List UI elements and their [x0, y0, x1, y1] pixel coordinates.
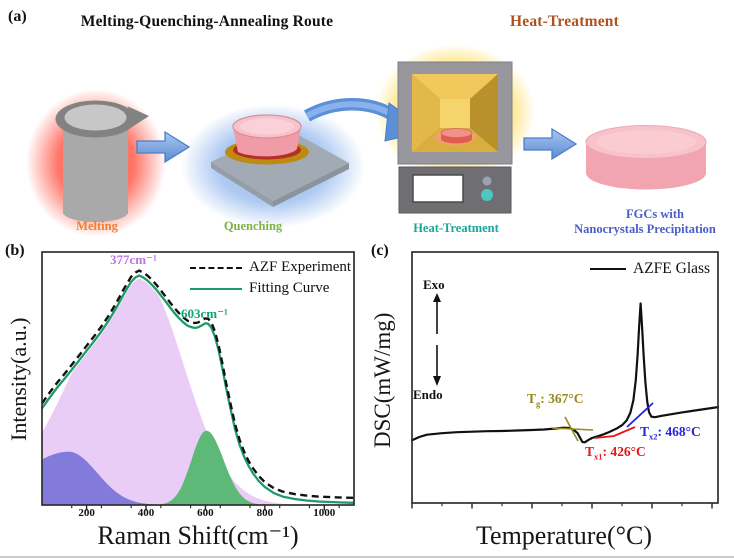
furnace-button-small [482, 176, 492, 186]
x-tick-label: 400 [137, 507, 155, 519]
solid-line-icon [590, 267, 626, 270]
raman-component-band-140 [42, 451, 354, 505]
dashed-line-icon [190, 266, 242, 269]
x-tick-label: 1000 [313, 507, 336, 519]
dsc-curve-line [410, 302, 720, 444]
step-label-fgcs-line2: Nanocrystals Precipitation [574, 222, 716, 236]
raman-legend: AZF Experiment Fitting Curve [190, 259, 352, 302]
arrow-right-icon-2 [523, 127, 578, 161]
experiment-curve-line [41, 269, 355, 499]
panel-b-label: (b) [5, 242, 25, 259]
legend-item-fit: Fitting Curve [190, 280, 351, 296]
step-label-heat-treatment: Heat-Treatment [413, 221, 499, 235]
x-tick-label: 800 [256, 507, 274, 519]
furnace-display [412, 174, 464, 203]
panel-a-label: (a) [8, 8, 27, 25]
raman-component-band-603 [42, 430, 354, 505]
furnace-button-teal [481, 189, 493, 201]
legend-item-azfe: AZFE Glass [590, 259, 711, 277]
legend-label: AZFE Glass [633, 259, 711, 277]
step-label-quenching: Quenching [223, 219, 283, 233]
legend-item-experiment: AZF Experiment [190, 259, 352, 275]
raman-chart [41, 251, 355, 511]
exo-label: Exo [423, 277, 445, 292]
quenched-glass-icon [225, 114, 309, 165]
legend-label: Fitting Curve [249, 280, 330, 296]
step-label-fgcs-line1: FGCs with [626, 207, 684, 221]
bottom-rule [0, 556, 734, 558]
tg-marker-cross [564, 416, 579, 442]
raman-peak-label-603: 603cm⁻¹ [181, 306, 228, 321]
annotation-tg: Tg: 367°C [527, 391, 584, 409]
raman-component-band-377 [42, 278, 354, 505]
endo-arrowhead-icon [433, 376, 441, 386]
raman-x-axis-label: Raman Shift(cm⁻¹) [97, 521, 299, 550]
fitting-curve-line [41, 274, 355, 504]
exo-endo-arrows [433, 293, 441, 386]
tg-marker [551, 427, 594, 431]
dsc-x-tick-labels: 100200300400500600 [367, 506, 734, 520]
raman-peak-label-377: 377cm⁻¹ [110, 252, 157, 267]
raman-x-tick-labels: 200 400 600 800 1000 [0, 507, 367, 521]
annotation-tx1: Tx1: 426°C [585, 444, 646, 462]
raman-plot-border [41, 251, 355, 506]
furnace-control-panel-icon [398, 166, 512, 214]
fgc-disc-icon [585, 125, 707, 190]
solid-line-icon [190, 287, 242, 290]
arrow-right-icon-1 [136, 130, 191, 164]
x-tick-label: 600 [197, 507, 214, 519]
endo-label: Endo [413, 387, 443, 402]
dsc-chart [410, 251, 720, 509]
tx2-marker [626, 402, 654, 428]
panel-c-label: (c) [371, 242, 389, 259]
dsc-chart-series [410, 302, 720, 509]
raman-chart-series [41, 269, 355, 511]
raman-y-axis-label: Intensity(a.u.) [6, 317, 31, 442]
dsc-x-axis-label: Temperature(°C) [475, 521, 653, 550]
panel-a-title-left: Melting-Quenching-Annealing Route [80, 13, 334, 30]
x-tick-label: 200 [78, 507, 95, 519]
legend-label: AZF Experiment [249, 259, 352, 275]
dsc-legend: AZFE Glass [590, 259, 711, 282]
dsc-annotation-markers [551, 402, 654, 442]
process-schematic [26, 44, 707, 237]
exo-arrowhead-icon [433, 293, 441, 302]
tx1-marker [594, 426, 636, 439]
crucible-icon [55, 100, 149, 222]
furnace-icon [397, 61, 513, 165]
step-label-melting: Melting [76, 219, 118, 233]
dsc-y-axis-label: DSC(mW/mg) [370, 312, 395, 448]
annotation-tx2: Tx2: 468°C [640, 424, 701, 442]
dsc-plot-border [411, 251, 719, 504]
panel-a-title-right: Heat-Treatment [510, 13, 619, 30]
